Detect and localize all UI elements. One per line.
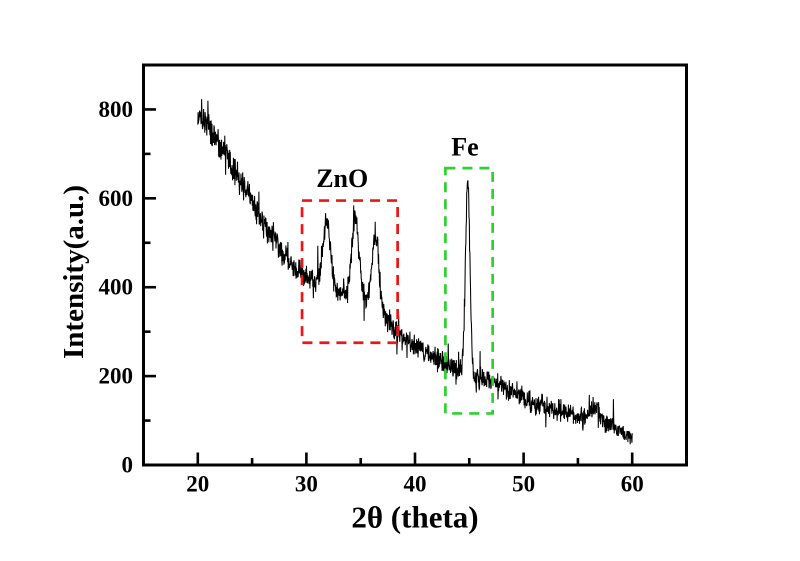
y-tick-label-400: 400 <box>99 275 134 300</box>
zno-label: ZnO <box>316 164 368 193</box>
y-tick-label-0: 0 <box>122 453 134 478</box>
x-tick-label-50: 50 <box>512 472 535 497</box>
x-tick-label-40: 40 <box>404 472 427 497</box>
x-tick-label-60: 60 <box>621 472 644 497</box>
x-axis-title: 2θ (theta) <box>351 500 478 535</box>
series-trace-0 <box>197 99 633 445</box>
fe-label: Fe <box>451 133 478 162</box>
plot-border <box>142 63 688 467</box>
fe-region-box <box>444 166 494 415</box>
x-tick-label-30: 30 <box>295 472 318 497</box>
y-tick-label-600: 600 <box>99 186 134 211</box>
y-tick-label-800: 800 <box>99 97 134 122</box>
y-axis-title: Intensity(a.u.) <box>58 185 90 359</box>
y-tick-label-200: 200 <box>99 364 134 389</box>
x-tick-label-20: 20 <box>186 472 209 497</box>
